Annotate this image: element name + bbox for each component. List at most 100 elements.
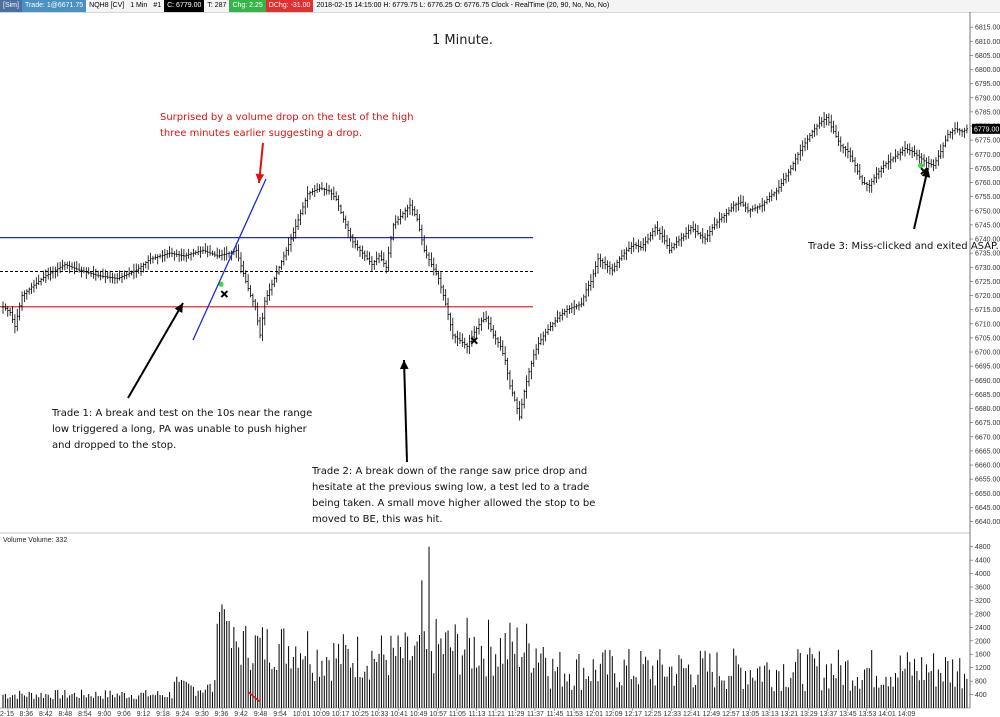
ohlc-bar bbox=[28, 287, 31, 295]
ohlc-bar bbox=[39, 277, 43, 286]
ohlc-bar bbox=[425, 245, 428, 259]
ohlc-bar bbox=[930, 159, 933, 168]
ohlc-bar bbox=[718, 211, 721, 229]
ohlc-bar bbox=[913, 145, 916, 157]
ohlc-bar bbox=[147, 255, 150, 270]
ohlc-bar bbox=[78, 263, 81, 273]
volume-tick-label: 2400 bbox=[975, 625, 991, 632]
ohlc-bar bbox=[482, 312, 485, 323]
time-tick-label: 12:17 bbox=[625, 711, 643, 717]
ohlc-bar bbox=[325, 182, 328, 195]
ohlc-bar bbox=[285, 247, 288, 261]
trade-3-arrow bbox=[913, 167, 931, 230]
ohlc-bar bbox=[508, 370, 512, 390]
time-tick-label: 13:21 bbox=[781, 711, 799, 717]
ohlc-bar bbox=[82, 267, 86, 274]
surprise-annotation-line: Surprised by a volume drop on the test o… bbox=[160, 112, 414, 123]
trade-1-arrow bbox=[127, 302, 184, 399]
ohlc-bar bbox=[937, 150, 940, 166]
time-tick-label: 9:12 bbox=[137, 711, 151, 717]
ohlc-bar bbox=[649, 231, 652, 242]
ohlc-bar bbox=[142, 262, 145, 273]
ohlc-bar bbox=[523, 389, 526, 409]
ohlc-bar bbox=[461, 333, 464, 347]
ohlc-bar bbox=[256, 302, 259, 326]
ohlc-bar bbox=[511, 379, 514, 397]
interval-label[interactable]: 1 Min bbox=[130, 2, 148, 9]
ohlc-bar bbox=[730, 203, 733, 213]
ohlc-bar bbox=[404, 207, 407, 221]
range-lines bbox=[0, 236, 533, 308]
ohlc-bar bbox=[289, 233, 293, 252]
ohlc-bar bbox=[761, 197, 764, 213]
current-price-label: 6779.00 bbox=[974, 126, 999, 133]
ohlc-bar bbox=[354, 237, 357, 249]
ohlc-bar bbox=[601, 258, 604, 270]
ohlc-bar bbox=[173, 251, 176, 261]
ohlc-bar bbox=[489, 316, 492, 333]
ohlc-bar bbox=[861, 174, 864, 185]
sim-tag: [Sim] bbox=[0, 0, 22, 12]
time-tick-label: 12:01 bbox=[585, 711, 603, 717]
ohlc-bar bbox=[884, 161, 888, 169]
ohlc-bar bbox=[696, 224, 700, 236]
symbol-label[interactable]: NQH8 [CV] bbox=[89, 2, 125, 9]
volume-panel: Volume Volume: 332 4800 4400 4000 3600 3200 28… bbox=[0, 537, 991, 717]
trade-2-exit-marker bbox=[470, 337, 478, 345]
volume-title: Volume Volume: 332 bbox=[3, 537, 67, 544]
ohlc-bar bbox=[282, 251, 285, 266]
ohlc-bar bbox=[468, 334, 471, 354]
ohlc-bar bbox=[294, 218, 297, 239]
price-tick-label: 6765.00 bbox=[975, 166, 1000, 173]
ohlc-bar bbox=[206, 245, 209, 258]
ohlc-bar bbox=[330, 188, 333, 201]
trade-1-annotation-line: Trade 1: A break and test on the 10s nea… bbox=[51, 408, 312, 419]
price-tick-label: 6660.00 bbox=[975, 463, 1000, 470]
ohlc-bar bbox=[627, 241, 631, 253]
time-tick-label: 13:53 bbox=[859, 711, 877, 717]
ohlc-bar bbox=[113, 273, 116, 285]
ohlc-bar bbox=[720, 213, 723, 223]
ohlc-bar bbox=[132, 263, 135, 280]
ohlc-bar bbox=[158, 253, 162, 259]
trade-3-arrow-head bbox=[921, 168, 931, 178]
ohlc-bar bbox=[620, 249, 623, 261]
ohlc-bar bbox=[780, 178, 783, 192]
ohlc-bar bbox=[813, 123, 816, 137]
ohlc-bar bbox=[475, 326, 478, 339]
ohlc-bar bbox=[682, 233, 685, 242]
ohlc-bar bbox=[868, 179, 871, 193]
volume-tick-label: 1600 bbox=[975, 652, 991, 659]
ohlc-bar bbox=[596, 253, 600, 274]
ohlc-bar bbox=[770, 189, 773, 202]
ohlc-bar bbox=[799, 144, 802, 161]
price-axis: 6815.00 6810.00 6805.00 6800.00 6795.00 6790.… bbox=[0, 12, 1000, 708]
ohlc-bar bbox=[825, 114, 828, 126]
ohlc-bar bbox=[515, 397, 519, 415]
time-tick-label: 11:21 bbox=[488, 711, 505, 717]
price-tick-label: 6705.00 bbox=[975, 335, 1000, 342]
trade-2-annotation-line: hesitate at the previous swing low, a te… bbox=[312, 482, 589, 493]
ohlc-bar bbox=[708, 225, 711, 243]
time-tick-label: 10:01 bbox=[293, 711, 311, 717]
ohlc-bar bbox=[377, 252, 381, 264]
trade-2-arrow-shaft bbox=[403, 359, 408, 463]
ohlc-bar bbox=[837, 131, 840, 146]
ohlc-bar bbox=[292, 227, 295, 242]
volume-tick-label: 800 bbox=[975, 679, 987, 686]
ohlc-bar bbox=[137, 264, 140, 274]
time-tick-label: 10:33 bbox=[371, 711, 389, 717]
trade-1-entry-marker bbox=[218, 281, 224, 287]
ohlc-bar bbox=[513, 391, 516, 402]
ohlc-bar bbox=[204, 243, 207, 254]
ohlc-bar bbox=[965, 124, 968, 134]
ohlc-bar bbox=[604, 256, 607, 270]
time-tick-label: 12:25 bbox=[644, 711, 662, 717]
ohlc-bar bbox=[573, 299, 576, 315]
ohlc-bar bbox=[154, 254, 157, 261]
ohlc-bar bbox=[651, 228, 654, 240]
ohlc-bar bbox=[549, 321, 552, 332]
ohlc-bar bbox=[832, 120, 835, 134]
time-tick-label: 9:54 bbox=[273, 711, 287, 717]
